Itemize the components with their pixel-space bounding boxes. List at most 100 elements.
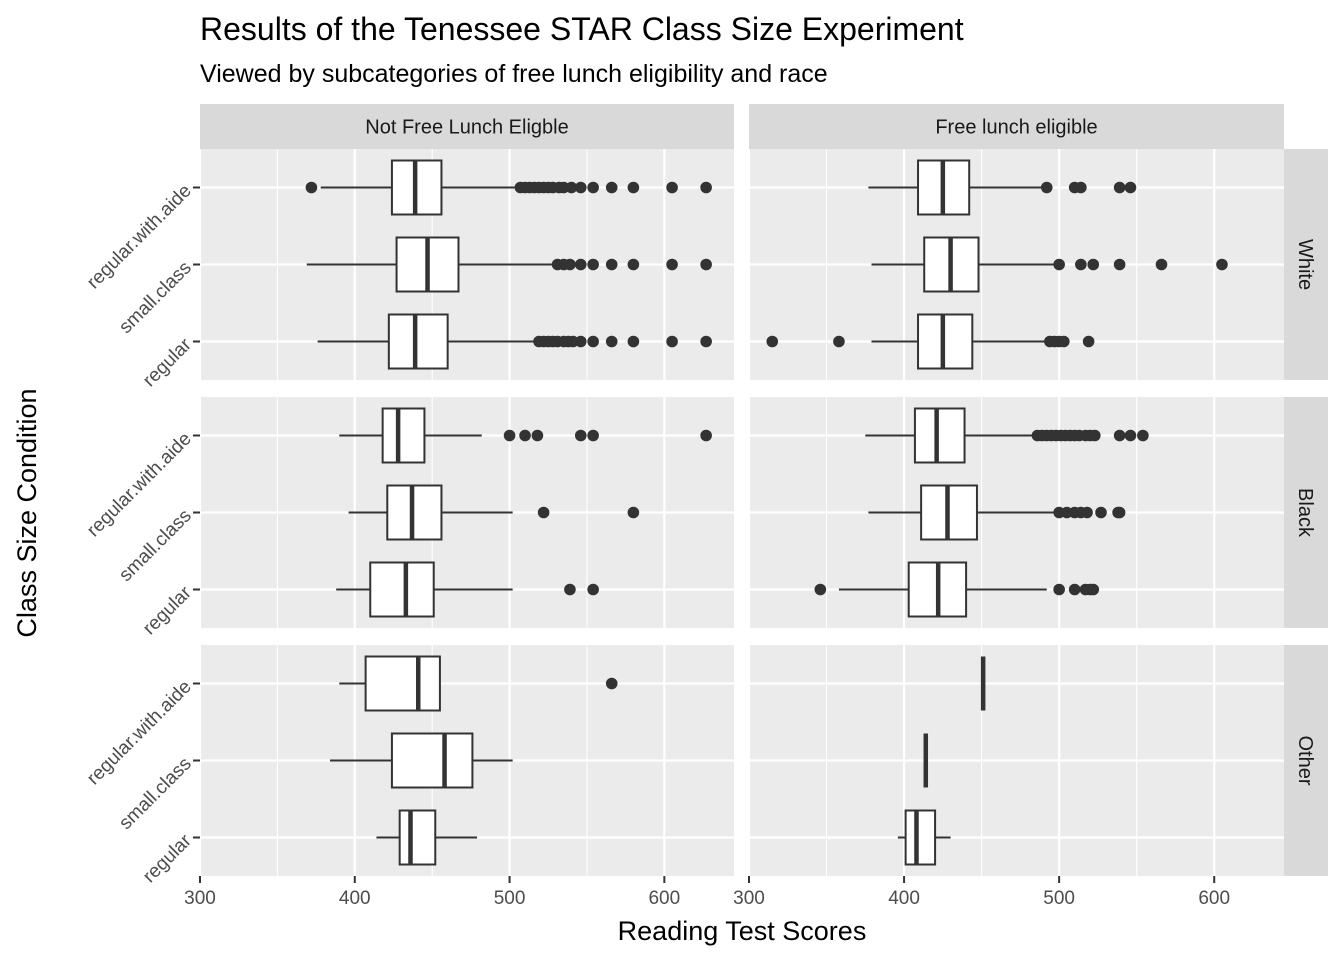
outlier-point — [605, 677, 618, 690]
boxplot-regular — [814, 561, 1100, 618]
outlier-point — [574, 181, 587, 194]
outlier-point — [587, 181, 599, 194]
y-axis-title: Class Size Condition — [12, 388, 42, 637]
outlier-point — [1113, 258, 1126, 271]
boxplot-regular — [376, 809, 478, 866]
boxplot-regular.with.aide — [339, 407, 712, 464]
outlier-point — [503, 429, 516, 442]
box-iqr — [369, 561, 435, 618]
box-iqr — [364, 655, 441, 712]
outlier-point — [587, 335, 599, 348]
outlier-point — [574, 258, 587, 271]
box-iqr — [386, 484, 443, 541]
box-iqr — [387, 313, 449, 370]
outlier-point — [564, 583, 576, 596]
outlier-point — [666, 335, 678, 348]
outlier-point — [1113, 181, 1126, 194]
outlier-point — [700, 181, 712, 194]
facet-label-row: White — [1294, 239, 1316, 290]
facet-label-col: Not Free Lunch Eligble — [365, 117, 568, 139]
outlier-point — [1040, 181, 1053, 194]
outlier-point — [1053, 258, 1065, 271]
outlier-point — [814, 583, 827, 596]
boxplot-small.class — [306, 236, 712, 293]
outlier-point — [1137, 429, 1149, 442]
x-tick-label: 300 — [733, 888, 765, 909]
boxplot-regular — [897, 809, 951, 866]
y-tick-label: small.class — [115, 257, 196, 338]
facet-label-row: Other — [1294, 735, 1316, 785]
outlier-point — [666, 258, 678, 271]
outlier-point — [1081, 506, 1093, 519]
boxplot-small.class — [348, 484, 640, 541]
outlier-point — [1113, 506, 1126, 519]
outlier-point — [587, 258, 599, 271]
x-axis-title: Reading Test Scores — [618, 916, 867, 946]
outlier-point — [564, 258, 576, 271]
outlier-point — [305, 181, 318, 194]
y-tick-label: regular — [139, 830, 196, 887]
boxplot-regular — [766, 313, 1095, 370]
x-tick-label: 400 — [339, 888, 371, 909]
facet-strip-row — [1284, 149, 1328, 380]
facet-label-row: Black — [1294, 488, 1316, 538]
outlier-point — [587, 583, 599, 596]
x-tick-label: 300 — [184, 888, 216, 909]
outlier-point — [1057, 335, 1070, 348]
box-iqr — [390, 732, 474, 789]
box-iqr — [398, 809, 437, 866]
outlier-point — [766, 335, 779, 348]
outlier-point — [700, 335, 712, 348]
facet-strip-col — [749, 104, 1284, 149]
outlier-point — [574, 429, 587, 442]
outlier-point — [700, 429, 712, 442]
boxplot-small.class — [871, 236, 1228, 293]
outlier-point — [1155, 258, 1168, 271]
boxplot-regular.with.aide — [339, 655, 618, 712]
facet-strip-col — [200, 104, 734, 149]
outlier-point — [700, 258, 712, 271]
outlier-point — [833, 335, 845, 348]
box-iqr — [917, 313, 974, 370]
facet-strip-row — [1284, 397, 1328, 628]
facet-strip-row — [1284, 645, 1328, 876]
facet-panels: Not Free Lunch Eligble Free lunch eligibl… — [83, 104, 1328, 909]
outlier-point — [1075, 181, 1087, 194]
outlier-point — [1053, 583, 1065, 596]
box-iqr — [913, 407, 966, 464]
outlier-point — [627, 506, 640, 519]
boxplot-regular — [317, 313, 712, 370]
outlier-point — [1124, 429, 1137, 442]
boxplot-small.class — [330, 732, 513, 789]
y-tick-label: regular — [139, 334, 196, 391]
outlier-point — [587, 429, 599, 442]
outlier-point — [1068, 583, 1081, 596]
outlier-point — [537, 506, 550, 519]
outlier-point — [1089, 429, 1101, 442]
facet-label-col: Free lunch eligible — [935, 117, 1097, 139]
outlier-point — [1095, 506, 1107, 519]
boxplot-regular — [336, 561, 599, 618]
outlier-point — [627, 181, 640, 194]
x-tick-label: 400 — [888, 888, 920, 909]
boxplot-regular.with.aide — [868, 159, 1137, 216]
boxplot-regular.with.aide — [305, 159, 712, 216]
outlier-point — [1113, 429, 1126, 442]
x-tick-label: 500 — [1043, 888, 1075, 909]
x-tick-label: 500 — [494, 888, 526, 909]
y-tick-label: small.class — [115, 505, 196, 586]
y-tick-label: small.class — [115, 753, 196, 834]
outlier-point — [1087, 583, 1100, 596]
box-iqr — [381, 407, 426, 464]
x-tick-label: 600 — [1198, 888, 1230, 909]
x-tick-label: 600 — [648, 888, 680, 909]
outlier-point — [1087, 258, 1100, 271]
outlier-point — [627, 335, 640, 348]
box-iqr — [904, 809, 937, 866]
chart-title: Results of the Tenessee STAR Class Size … — [200, 11, 964, 47]
outlier-point — [605, 181, 618, 194]
outlier-point — [1124, 181, 1137, 194]
outlier-point — [666, 181, 678, 194]
y-tick-label: regular — [139, 582, 196, 639]
